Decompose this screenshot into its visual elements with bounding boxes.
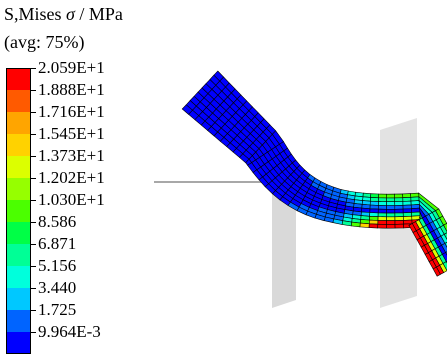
mesh-element [369,224,378,228]
mesh-element [395,220,404,224]
mesh-element [403,220,412,224]
mesh-element [386,221,395,225]
mesh-element [387,209,395,213]
mesh-element [386,224,395,228]
mesh-element [378,213,386,217]
mesh-element [395,217,404,221]
mesh-element [387,202,395,206]
mesh-element [378,205,386,209]
mesh-element [387,213,395,217]
mesh-element [395,205,403,209]
mesh-element [379,194,387,198]
mesh-element [387,194,395,198]
mesh-element [395,198,403,202]
mesh-element [378,224,387,228]
mesh-element [378,202,386,206]
mesh-element [395,224,404,228]
mesh-element [378,209,386,213]
mesh-element [351,222,360,227]
mesh-element [370,205,378,209]
mesh-element [395,202,403,206]
mesh-element [387,217,396,221]
mesh-element [387,206,395,210]
mesh-element [379,198,387,202]
mesh-element [395,213,403,217]
mesh-element [403,205,411,209]
mesh-element [378,217,387,221]
mesh-element [395,209,403,213]
mesh-element [360,223,369,228]
mesh-element [387,198,395,202]
mesh-element [395,194,403,198]
mesh-element [378,221,387,225]
